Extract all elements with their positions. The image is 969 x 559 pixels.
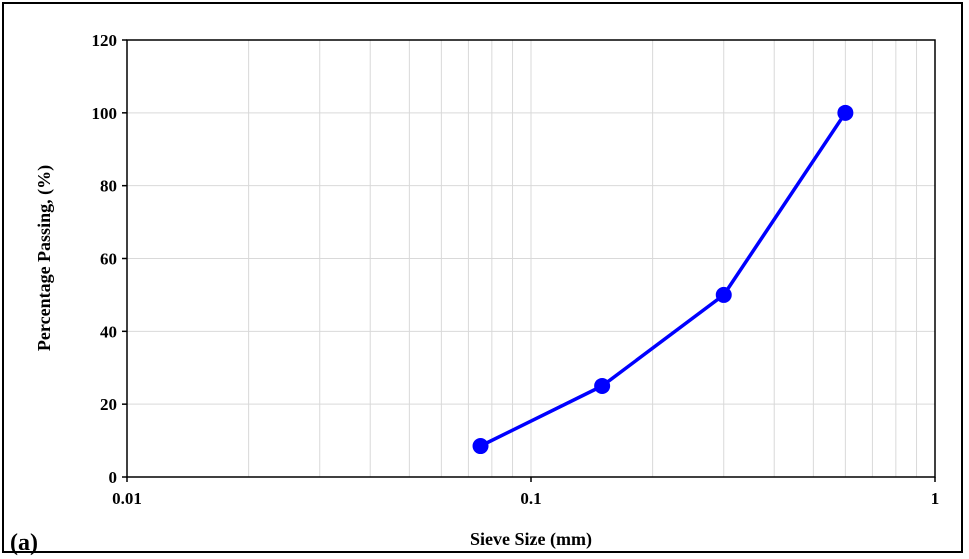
- data-point: [837, 104, 854, 121]
- y-tick-label: 40: [100, 322, 117, 341]
- x-tick-label: 0.1: [520, 489, 541, 508]
- chart-frame: [2, 2, 963, 553]
- y-axis-ticks: 0 20 40 60 80 100 120: [92, 31, 127, 487]
- data-series: [472, 104, 854, 455]
- x-tick-label: 0.01: [112, 489, 142, 508]
- y-tick-label: 60: [100, 250, 117, 269]
- x-tick-label: 1: [931, 489, 940, 508]
- series-line: [479, 111, 847, 448]
- data-point: [715, 286, 732, 303]
- y-tick-label: 20: [100, 395, 117, 414]
- y-tick-label: 100: [92, 104, 118, 123]
- y-tick-label: 0: [109, 468, 118, 487]
- y-tick-label: 120: [92, 31, 118, 50]
- grid-lines: [127, 40, 935, 477]
- panel-label: (a): [10, 530, 38, 556]
- x-axis-title: Sieve Size (mm): [470, 529, 592, 550]
- data-point: [594, 377, 611, 394]
- y-axis-title: Percentage Passing, (%): [34, 165, 55, 351]
- x-axis-ticks: 0.01 0.1 1: [112, 477, 939, 508]
- data-point: [472, 438, 489, 455]
- y-tick-label: 80: [100, 177, 117, 196]
